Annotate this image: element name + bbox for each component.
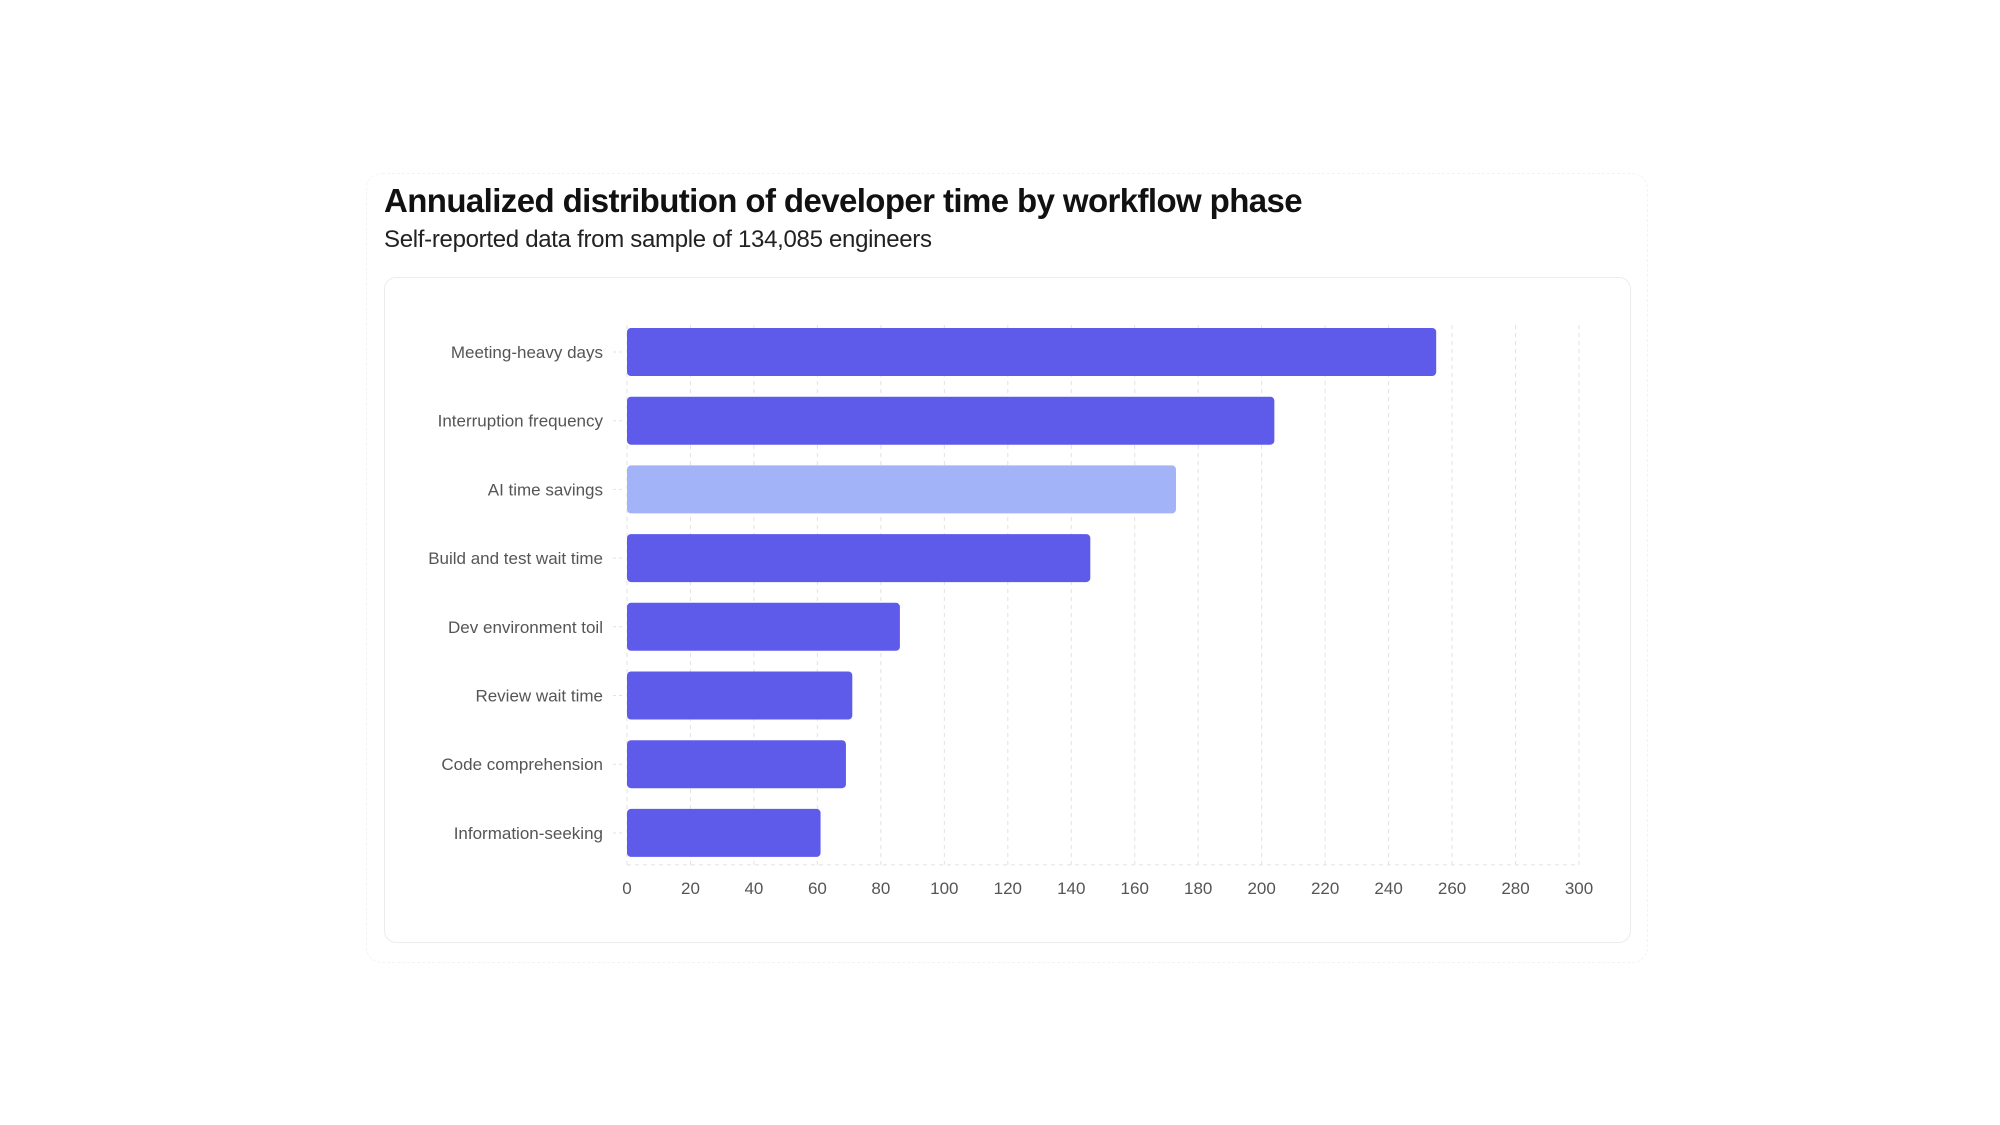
- x-tick-label: 220: [1311, 879, 1339, 898]
- bar: [627, 602, 900, 651]
- x-tick-label: 240: [1374, 879, 1402, 898]
- x-tick-label: 100: [930, 879, 958, 898]
- x-tick-label: 60: [808, 879, 827, 898]
- x-tick-label: 180: [1184, 879, 1212, 898]
- x-tick-label: 160: [1121, 879, 1149, 898]
- chart-subtitle: Self-reported data from sample of 134,08…: [384, 226, 932, 253]
- category-label: Interruption frequency: [438, 412, 604, 431]
- x-tick-label: 0: [622, 879, 631, 898]
- chart-card: [384, 277, 1631, 943]
- category-label: Dev environment toil: [448, 618, 603, 637]
- x-tick-label: 260: [1438, 879, 1466, 898]
- bar: [627, 740, 846, 789]
- category-label: Information-seeking: [454, 824, 603, 843]
- x-tick-label: 300: [1565, 879, 1593, 898]
- x-tick-label: 280: [1501, 879, 1529, 898]
- category-label: Build and test wait time: [428, 549, 603, 568]
- x-tick-label: 140: [1057, 879, 1085, 898]
- bar: [627, 396, 1275, 445]
- bar: [627, 465, 1176, 514]
- chart-title: Annualized distribution of developer tim…: [384, 182, 1303, 219]
- x-tick-label: 200: [1247, 879, 1275, 898]
- bar: [627, 671, 853, 720]
- bar: [627, 328, 1437, 376]
- x-tick-label: 20: [681, 879, 700, 898]
- x-tick-label: 80: [871, 879, 890, 898]
- bar: [627, 534, 1091, 583]
- category-label: Review wait time: [475, 687, 603, 706]
- bar: [627, 808, 821, 857]
- chart-frame: [366, 173, 1648, 963]
- category-label: Meeting-heavy days: [451, 343, 603, 362]
- category-label: Code comprehension: [441, 755, 603, 774]
- category-label: AI time savings: [488, 480, 603, 499]
- x-tick-label: 40: [744, 879, 763, 898]
- x-tick-label: 120: [994, 879, 1022, 898]
